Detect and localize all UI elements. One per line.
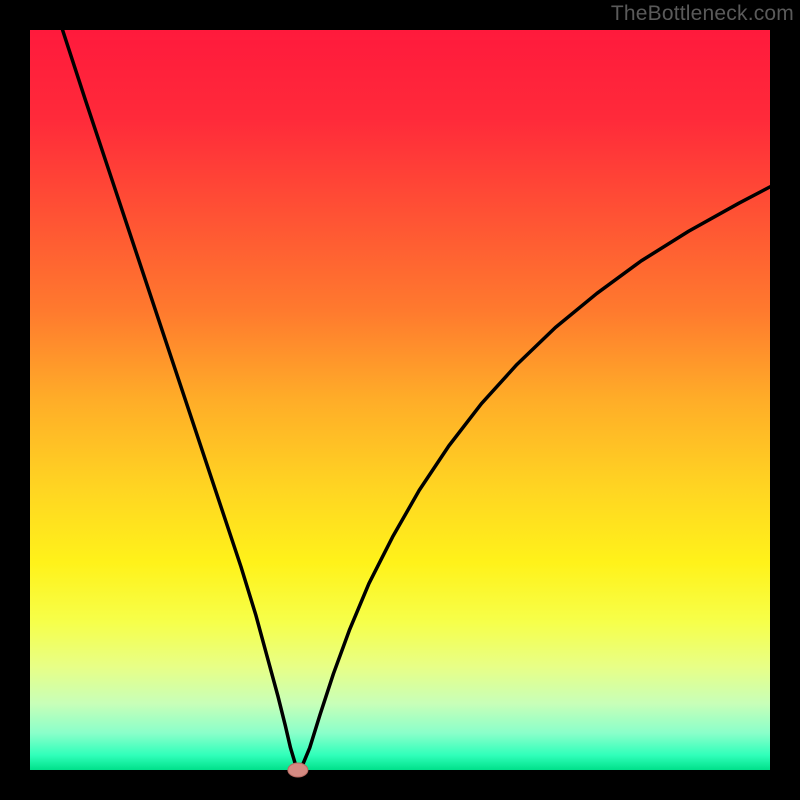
plot-background [30, 30, 770, 770]
chart-svg [0, 0, 800, 800]
bottleneck-chart: TheBottleneck.com [0, 0, 800, 800]
minimum-marker [288, 763, 308, 777]
watermark-text: TheBottleneck.com [611, 2, 794, 26]
